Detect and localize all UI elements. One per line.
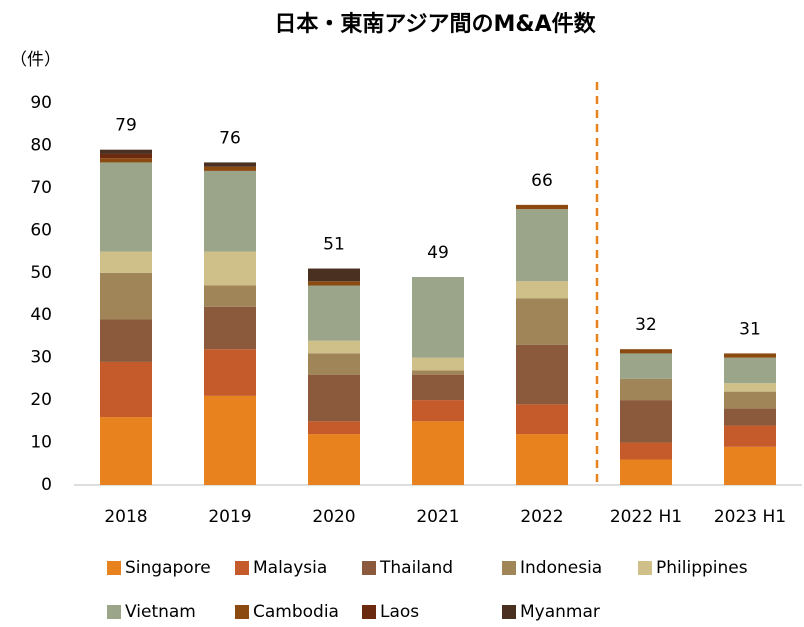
y-tick-label: 70 (30, 178, 52, 198)
x-tick-label: 2022 (520, 507, 563, 527)
bar-segment (620, 353, 672, 379)
legend-swatch (107, 561, 121, 575)
x-tick-label: 2023 H1 (714, 507, 786, 527)
bar-segment (412, 277, 464, 358)
bar-segment (100, 158, 152, 163)
legend-label: Singapore (125, 558, 211, 578)
bar-segment (204, 306, 256, 350)
legend-swatch (502, 605, 516, 619)
bar-segment (204, 166, 256, 171)
bar-segment (516, 404, 568, 435)
bar-segment (724, 383, 776, 392)
bar-segment (204, 251, 256, 286)
bar-segment (516, 204, 568, 210)
bar-segment (100, 149, 152, 154)
total-label: 31 (739, 319, 761, 339)
y-tick-label: 60 (30, 220, 52, 240)
legend-swatch (502, 561, 516, 575)
bar-segment (516, 344, 568, 405)
legend-swatch (362, 605, 376, 619)
bar-segment (308, 268, 360, 282)
bar-segment (204, 170, 256, 252)
total-label: 76 (219, 128, 241, 148)
bar-segment (620, 378, 672, 401)
legend-swatch (638, 561, 652, 575)
bar-segment (308, 353, 360, 375)
bar-segment (204, 395, 256, 485)
bar-segment (100, 417, 152, 485)
bar-segment (308, 434, 360, 485)
total-label: 66 (531, 171, 553, 191)
bar-segment (724, 425, 776, 447)
bar-segment (516, 434, 568, 485)
x-tick-label: 2021 (416, 507, 459, 527)
bar-segment (620, 459, 672, 485)
bar-segment (724, 408, 776, 426)
bar-segment (100, 272, 152, 320)
bar-segment (620, 349, 672, 354)
legend-label: Myanmar (520, 602, 600, 622)
legend-label: Philippines (656, 558, 748, 578)
legend-label: Malaysia (253, 558, 327, 578)
x-tick-label: 2019 (208, 507, 251, 527)
legend-label: Cambodia (253, 602, 339, 622)
bar-segment (204, 162, 256, 167)
bar-segment (204, 349, 256, 396)
y-tick-label: 50 (30, 263, 52, 283)
y-tick-label: 0 (41, 475, 52, 495)
bar-segment (412, 370, 464, 375)
bar-segment (620, 400, 672, 443)
legend-label: Indonesia (520, 558, 602, 578)
bar-segment (724, 353, 776, 358)
bar-segment (308, 340, 360, 354)
total-label: 32 (635, 315, 657, 335)
bar-segment (308, 374, 360, 422)
total-label: 51 (323, 235, 345, 255)
bar-segment (412, 357, 464, 371)
legend-label: Vietnam (125, 602, 196, 622)
bar-segment (620, 442, 672, 460)
bar-segment (516, 298, 568, 345)
legend-swatch (235, 561, 249, 575)
total-label: 49 (427, 243, 449, 263)
bar-segment (308, 421, 360, 435)
bar-segment (100, 319, 152, 362)
bar-segment (100, 361, 152, 418)
y-tick-label: 20 (30, 390, 52, 410)
legend-swatch (235, 605, 249, 619)
bar-segment (308, 285, 360, 341)
legend-label: Laos (380, 602, 419, 622)
x-tick-label: 2022 H1 (610, 507, 682, 527)
y-tick-label: 40 (30, 305, 52, 325)
bar-segment (412, 421, 464, 485)
bar-segment (724, 391, 776, 409)
total-label: 79 (115, 116, 137, 136)
bar-segment (100, 162, 152, 252)
bar-segment (100, 251, 152, 273)
bar-segment (100, 153, 152, 159)
chart-title: 日本・東南アジア間のM&A件数 (274, 11, 596, 37)
bar-segment (724, 357, 776, 384)
x-tick-label: 2018 (104, 507, 147, 527)
y-tick-label: 80 (30, 135, 52, 155)
bar-segment (412, 374, 464, 401)
y-axis-label: （件） (10, 50, 61, 70)
legend-swatch (362, 561, 376, 575)
y-tick-label: 10 (30, 433, 52, 453)
bar-segment (204, 285, 256, 307)
legend-swatch (107, 605, 121, 619)
x-tick-label: 2020 (312, 507, 355, 527)
bar-segment (724, 446, 776, 485)
y-tick-label: 30 (30, 348, 52, 368)
bar-segment (412, 400, 464, 422)
legend-label: Thailand (379, 558, 453, 578)
bar-segment (516, 209, 568, 282)
bar-segment (516, 281, 568, 299)
y-tick-label: 90 (30, 93, 52, 113)
bar-segment (308, 281, 360, 286)
